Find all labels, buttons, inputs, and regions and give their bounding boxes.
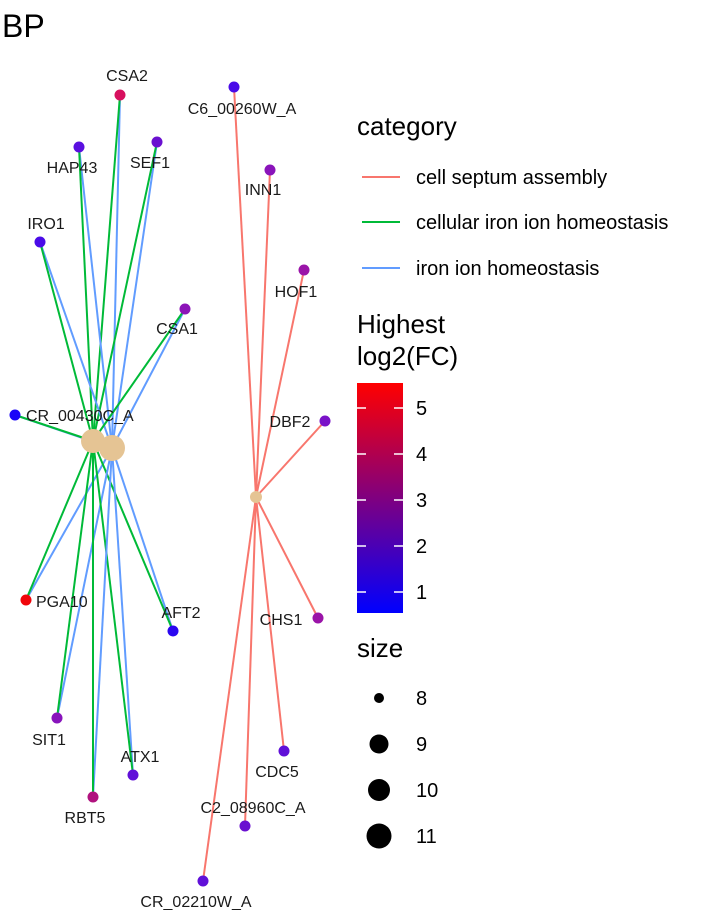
size-key-9 bbox=[369, 734, 389, 754]
gene-node-hof1 bbox=[298, 264, 310, 276]
gene-label-sit1: SIT1 bbox=[32, 732, 66, 749]
edge-cellular-iron-ion-homeostasis-pga10 bbox=[25, 440, 94, 601]
plot-title: BP bbox=[2, 8, 45, 44]
edge-cellular-iron-ion-homeostasis-csa2 bbox=[92, 94, 121, 442]
gene-node-sit1 bbox=[51, 712, 63, 724]
category-legend-title: category bbox=[357, 111, 457, 141]
network-edges bbox=[14, 86, 326, 882]
gene-nodes bbox=[9, 81, 331, 887]
gene-label-iro1: IRO1 bbox=[27, 216, 64, 233]
gene-label-sef1: SEF1 bbox=[130, 155, 170, 172]
size-key-10 bbox=[368, 779, 390, 801]
edge-cell-septum-assembly-c6_00260w_a bbox=[233, 86, 257, 498]
edge-cellular-iron-ion-homeostasis-atx1 bbox=[92, 440, 134, 776]
gene-label-dbf2: DBF2 bbox=[270, 414, 311, 431]
gene-label-hap43: HAP43 bbox=[47, 160, 98, 177]
edge-cell-septum-assembly-hof1 bbox=[255, 269, 305, 498]
gene-label-cr_02210w_a: CR_02210W_A bbox=[140, 894, 252, 911]
gene-node-cdc5 bbox=[278, 745, 290, 757]
gene-node-dbf2 bbox=[319, 415, 331, 427]
fc-colorbar bbox=[357, 383, 403, 613]
gene-node-c2_08960c_a bbox=[239, 820, 251, 832]
category-hubs bbox=[81, 429, 262, 503]
edge-cell-septum-assembly-dbf2 bbox=[255, 420, 326, 498]
gene-label-aft2: AFT2 bbox=[161, 605, 200, 622]
edge-iron-ion-homeostasis-iro1 bbox=[39, 241, 113, 449]
edge-iron-ion-homeostasis-sit1 bbox=[56, 447, 113, 719]
edge-iron-ion-homeostasis-csa2 bbox=[111, 94, 121, 449]
edge-iron-ion-homeostasis-hap43 bbox=[78, 146, 113, 449]
gene-label-rbt5: RBT5 bbox=[65, 810, 106, 827]
fc-tick-5: 5 bbox=[416, 398, 427, 420]
edge-iron-ion-homeostasis-csa1 bbox=[111, 308, 186, 449]
edge-iron-ion-homeostasis-atx1 bbox=[111, 447, 134, 776]
gene-label-csa1: CSA1 bbox=[156, 321, 198, 338]
edge-iron-ion-homeostasis-sef1 bbox=[111, 141, 158, 449]
gene-node-aft2 bbox=[167, 625, 179, 637]
gene-label-cdc5: CDC5 bbox=[255, 764, 299, 781]
edge-cellular-iron-ion-homeostasis-csa1 bbox=[92, 308, 186, 442]
gene-node-rbt5 bbox=[87, 791, 99, 803]
gene-node-csa1 bbox=[179, 303, 191, 315]
gene-label-atx1: ATX1 bbox=[121, 749, 160, 766]
size-label-10: 10 bbox=[416, 780, 438, 802]
gene-node-sef1 bbox=[151, 136, 163, 148]
gene-label-chs1: CHS1 bbox=[260, 612, 303, 629]
gene-node-hap43 bbox=[73, 141, 85, 153]
edge-iron-ion-homeostasis-aft2 bbox=[111, 447, 174, 632]
edge-cell-septum-assembly-inn1 bbox=[255, 169, 271, 498]
edge-cellular-iron-ion-homeostasis-sef1 bbox=[92, 141, 158, 442]
hub-cell-septum-assembly bbox=[250, 491, 262, 503]
fc-tick-2: 2 bbox=[416, 536, 427, 558]
gene-node-csa2 bbox=[114, 89, 126, 101]
fc-tick-4: 4 bbox=[416, 444, 427, 466]
edge-cell-septum-assembly-cr_02210w_a bbox=[202, 496, 257, 882]
size-label-9: 9 bbox=[416, 734, 427, 756]
gene-label-c2_08960c_a: C2_08960C_A bbox=[201, 800, 306, 817]
gene-node-cr_00430c_a bbox=[9, 409, 21, 421]
fc-legend: Highest log2(FC) 5 4 3 2 1 bbox=[357, 309, 458, 613]
gene-node-inn1 bbox=[264, 164, 276, 176]
fc-legend-title-line1: Highest bbox=[357, 309, 446, 339]
gene-label-c6_00260w_a: C6_00260W_A bbox=[188, 101, 297, 118]
legend-label-cellular-iron-ion-homeostasis: cellular iron ion homeostasis bbox=[416, 212, 668, 234]
fc-legend-title-line2: log2(FC) bbox=[357, 341, 458, 371]
edge-cellular-iron-ion-homeostasis-cr_00430c_a bbox=[14, 414, 94, 442]
fc-tick-1: 1 bbox=[416, 582, 427, 604]
gene-node-c6_00260w_a bbox=[228, 81, 240, 93]
edge-iron-ion-homeostasis-pga10 bbox=[25, 447, 113, 601]
edge-cell-septum-assembly-c2_08960c_a bbox=[244, 496, 257, 827]
edge-cellular-iron-ion-homeostasis-hap43 bbox=[78, 146, 94, 442]
edge-cell-septum-assembly-chs1 bbox=[255, 496, 319, 619]
hub-cellular-iron-ion-homeostasis bbox=[81, 429, 105, 453]
legend-label-iron-ion-homeostasis: iron ion homeostasis bbox=[416, 258, 599, 280]
edge-iron-ion-homeostasis-rbt5 bbox=[92, 447, 113, 798]
gene-node-iro1 bbox=[34, 236, 46, 248]
size-key-11 bbox=[366, 823, 392, 849]
gene-node-cr_02210w_a bbox=[197, 875, 209, 887]
gene-node-chs1 bbox=[312, 612, 324, 624]
gene-label-pga10: PGA10 bbox=[36, 594, 88, 611]
size-legend-title: size bbox=[357, 633, 403, 663]
size-legend: size 8 9 10 11 bbox=[357, 633, 438, 849]
fc-tick-3: 3 bbox=[416, 490, 427, 512]
edge-cell-septum-assembly-cdc5 bbox=[255, 496, 285, 752]
edge-cellular-iron-ion-homeostasis-sit1 bbox=[56, 440, 94, 719]
size-label-11: 11 bbox=[416, 826, 437, 848]
gene-label-cr_00430c_a: CR_00430C_A bbox=[26, 408, 134, 425]
gene-label-inn1: INN1 bbox=[245, 182, 282, 199]
gene-labels: CSA2 HAP43 SEF1 IRO1 CSA1 CR_00430C_A PGA10 AFT… bbox=[26, 68, 317, 911]
hub-iron-ion-homeostasis bbox=[99, 435, 125, 461]
gene-label-hof1: HOF1 bbox=[275, 284, 318, 301]
size-key-8 bbox=[374, 693, 384, 703]
category-legend: category cell septum assembly cellular i… bbox=[357, 111, 668, 280]
edge-cellular-iron-ion-homeostasis-iro1 bbox=[39, 241, 94, 442]
size-label-8: 8 bbox=[416, 688, 427, 710]
legend-label-cell-septum-assembly: cell septum assembly bbox=[416, 167, 607, 189]
gene-node-atx1 bbox=[127, 769, 139, 781]
gene-node-pga10 bbox=[20, 594, 32, 606]
gene-label-csa2: CSA2 bbox=[106, 68, 148, 85]
